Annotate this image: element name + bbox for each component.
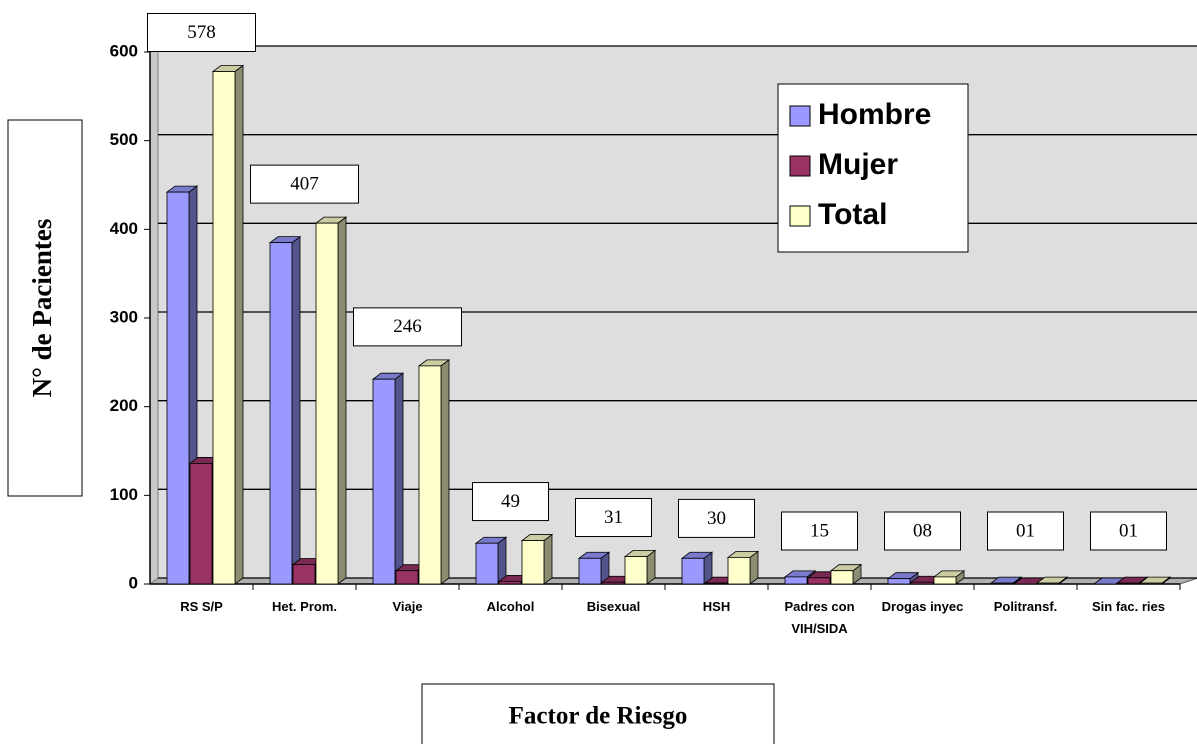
value-label: 30 — [707, 508, 726, 529]
x-tick-label: Padres con VIH/SIDA — [784, 599, 855, 636]
value-label: 578 — [187, 22, 216, 43]
value-label-box — [678, 498, 755, 538]
x-tick-label: HSH — [702, 599, 731, 614]
legend-label: Total — [818, 198, 887, 231]
side-wall — [149, 45, 159, 585]
bar — [910, 581, 934, 585]
value-label: 01 — [1016, 520, 1035, 541]
legend-label: Hombre — [818, 98, 931, 131]
bar — [372, 378, 396, 585]
bar — [727, 557, 751, 585]
bar-side — [440, 359, 450, 585]
value-label: 01 — [1119, 520, 1138, 541]
x-axis-label: Factor de Riesgo — [509, 703, 688, 730]
value-label: 407 — [290, 173, 319, 194]
value-label: 08 — [913, 520, 932, 541]
value-label-box — [575, 498, 652, 538]
x-tick-label: Bisexual — [586, 599, 641, 614]
x-tick-label: Drogas inyec — [881, 599, 964, 614]
value-label-box — [250, 164, 359, 204]
y-tick-label: 0 — [129, 573, 138, 592]
bar — [624, 556, 648, 585]
y-tick-label: 400 — [110, 219, 138, 238]
bar-side — [543, 533, 553, 585]
legend-swatch — [789, 205, 811, 227]
bar — [704, 582, 728, 585]
bar-side — [394, 372, 404, 585]
x-tick-label: RS S/P — [180, 599, 223, 614]
bar — [166, 191, 190, 585]
y-label-box — [7, 119, 83, 497]
y-tick-label: 600 — [110, 41, 138, 60]
bar-side — [234, 64, 244, 585]
value-label-box — [147, 13, 256, 53]
legend-swatch — [789, 105, 811, 127]
bar — [807, 577, 831, 585]
value-label: 31 — [604, 507, 623, 528]
legend-swatch — [789, 155, 811, 177]
bar — [395, 570, 419, 585]
bar — [475, 542, 499, 585]
x-tick-label: Viaje — [392, 599, 423, 614]
x-tick-label: Sin fac. ries — [1092, 599, 1165, 614]
bar — [784, 576, 808, 585]
bar — [189, 463, 213, 585]
value-label-box — [472, 482, 549, 522]
x-tick-label: Politransf. — [993, 599, 1058, 614]
bar — [601, 581, 625, 585]
bar — [1036, 582, 1060, 585]
bar — [578, 557, 602, 585]
value-label: 49 — [501, 491, 520, 512]
bar — [681, 557, 705, 585]
bar — [269, 242, 293, 585]
y-axis-label: N° de Pacientes — [27, 219, 57, 398]
value-label-box — [353, 307, 462, 347]
bar-side — [337, 216, 347, 585]
value-label: 15 — [810, 520, 829, 541]
legend-label: Mujer — [818, 148, 898, 181]
x-tick-label: Het. Prom. — [271, 599, 337, 614]
bar — [418, 365, 442, 585]
bar — [292, 564, 316, 585]
y-tick-label: 200 — [110, 396, 138, 415]
y-tick-label: 100 — [110, 485, 138, 504]
value-label-box — [884, 511, 961, 551]
bar — [1116, 582, 1140, 585]
value-label-box — [781, 511, 858, 551]
bar — [933, 576, 957, 585]
bar-side — [291, 235, 301, 585]
value-label: 246 — [393, 316, 422, 337]
bar — [315, 222, 339, 585]
y-tick-label: 300 — [110, 307, 138, 326]
x-tick-label: Alcohol — [486, 599, 535, 614]
bar — [212, 71, 236, 585]
bar — [887, 578, 911, 585]
bar — [830, 570, 854, 585]
value-label-box — [1090, 511, 1167, 551]
value-label-box — [987, 511, 1064, 551]
bar — [1139, 582, 1163, 585]
bar — [990, 582, 1014, 585]
y-tick-label: 500 — [110, 130, 138, 149]
bar — [521, 540, 545, 585]
bar — [498, 580, 522, 585]
x-label-box — [421, 683, 775, 744]
legend: Hombre Mujer Total — [777, 83, 969, 253]
